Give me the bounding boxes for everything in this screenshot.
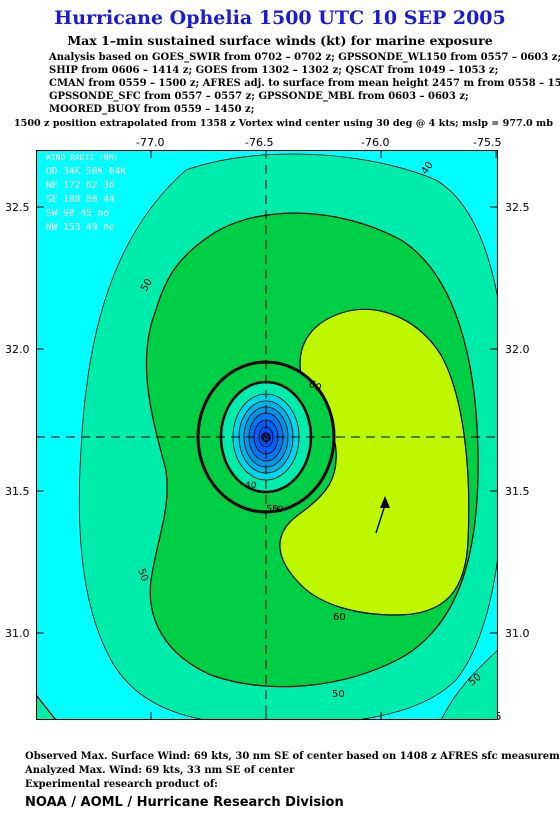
contour-label: 50 <box>332 689 345 700</box>
contour-label: 60 <box>333 612 346 623</box>
wind-radii-header: WIND RADII (NM) <box>46 153 118 162</box>
position-note: 1500 z position extrapolated from 1358 z… <box>14 118 553 129</box>
map-subtitle: Max 1–min sustained surface winds (kt) f… <box>67 33 493 48</box>
wind-radii-row: NE 172 62 36 <box>46 180 115 191</box>
wind-radii-row: SE 188 80 44 <box>46 194 115 205</box>
right-lat-label: 32.5 <box>505 201 530 214</box>
contour-label: 60 <box>307 379 323 394</box>
organization-credit: NOAA / AOML / Hurricane Research Divisio… <box>25 795 344 810</box>
wind-radii-columns: QD 34K 50K 64K <box>46 166 126 177</box>
analysis-sources: Analysis based on GOES_SWIR from 0702 – … <box>49 51 560 116</box>
contour-label: 50 <box>266 504 279 515</box>
wind-radii-table: WIND RADII (NM) QD 34K 50K 64K NE 172 62… <box>46 153 126 233</box>
map-frame <box>36 150 498 720</box>
top-lon-label: -77.0 <box>136 136 165 149</box>
top-lon-label: -76.5 <box>245 136 274 149</box>
left-lat-label: 31.5 <box>5 485 30 498</box>
map-ticks <box>36 150 498 720</box>
right-lat-label: 32.0 <box>505 343 530 356</box>
left-lat-label: 32.0 <box>5 343 30 356</box>
left-lat-label: 31.0 <box>5 627 30 640</box>
contour-label: 40 <box>245 481 257 491</box>
top-lon-label: -75.5 <box>473 136 502 149</box>
contour-line <box>36 694 57 720</box>
storm-center-marker: ✪ <box>261 431 272 446</box>
wind-field-map: ✪ 40 50 50 60 60 50 50 50 40 50 WIND RAD… <box>36 150 498 720</box>
analyzed-max-wind: Analyzed Max. Wind: 69 kts, 33 nm SE of … <box>25 765 295 776</box>
wind-band-corner <box>441 650 498 720</box>
analysis-line: MOORED_BUOY from 0559 – 1450 z; <box>49 104 255 115</box>
contour-label: 50 <box>135 567 150 583</box>
analysis-line: Analysis based on GOES_SWIR from 0702 – … <box>49 52 560 63</box>
wind-radii-row: SW 98 45 no <box>46 208 109 219</box>
left-lat-label: 32.5 <box>5 201 30 214</box>
analysis-line: GPSSONDE_SFC from 0557 – 0557 z; GPSSOND… <box>49 91 469 102</box>
experimental-note: Experimental research product of: <box>25 779 218 790</box>
contour-line <box>440 649 498 720</box>
analysis-line: SHIP from 0606 – 1414 z; GOES from 1302 … <box>49 65 499 76</box>
analysis-line: CMAN from 0559 – 1500 z; AFRES adj. to s… <box>49 78 560 89</box>
storm-motion-arrow <box>375 504 386 534</box>
contour-label: 50 <box>272 505 284 515</box>
right-lat-label: 31.5 <box>505 485 530 498</box>
top-lon-label: -76.0 <box>361 136 390 149</box>
map-title: Hurricane Ophelia 1500 UTC 10 SEP 2005 <box>54 7 506 29</box>
wind-radii-row: NW 153 49 no <box>46 222 115 233</box>
arrow-head <box>380 496 390 508</box>
right-lat-label: 31.0 <box>505 627 530 640</box>
observed-max-wind: Observed Max. Surface Wind: 69 kts, 30 n… <box>25 751 560 762</box>
